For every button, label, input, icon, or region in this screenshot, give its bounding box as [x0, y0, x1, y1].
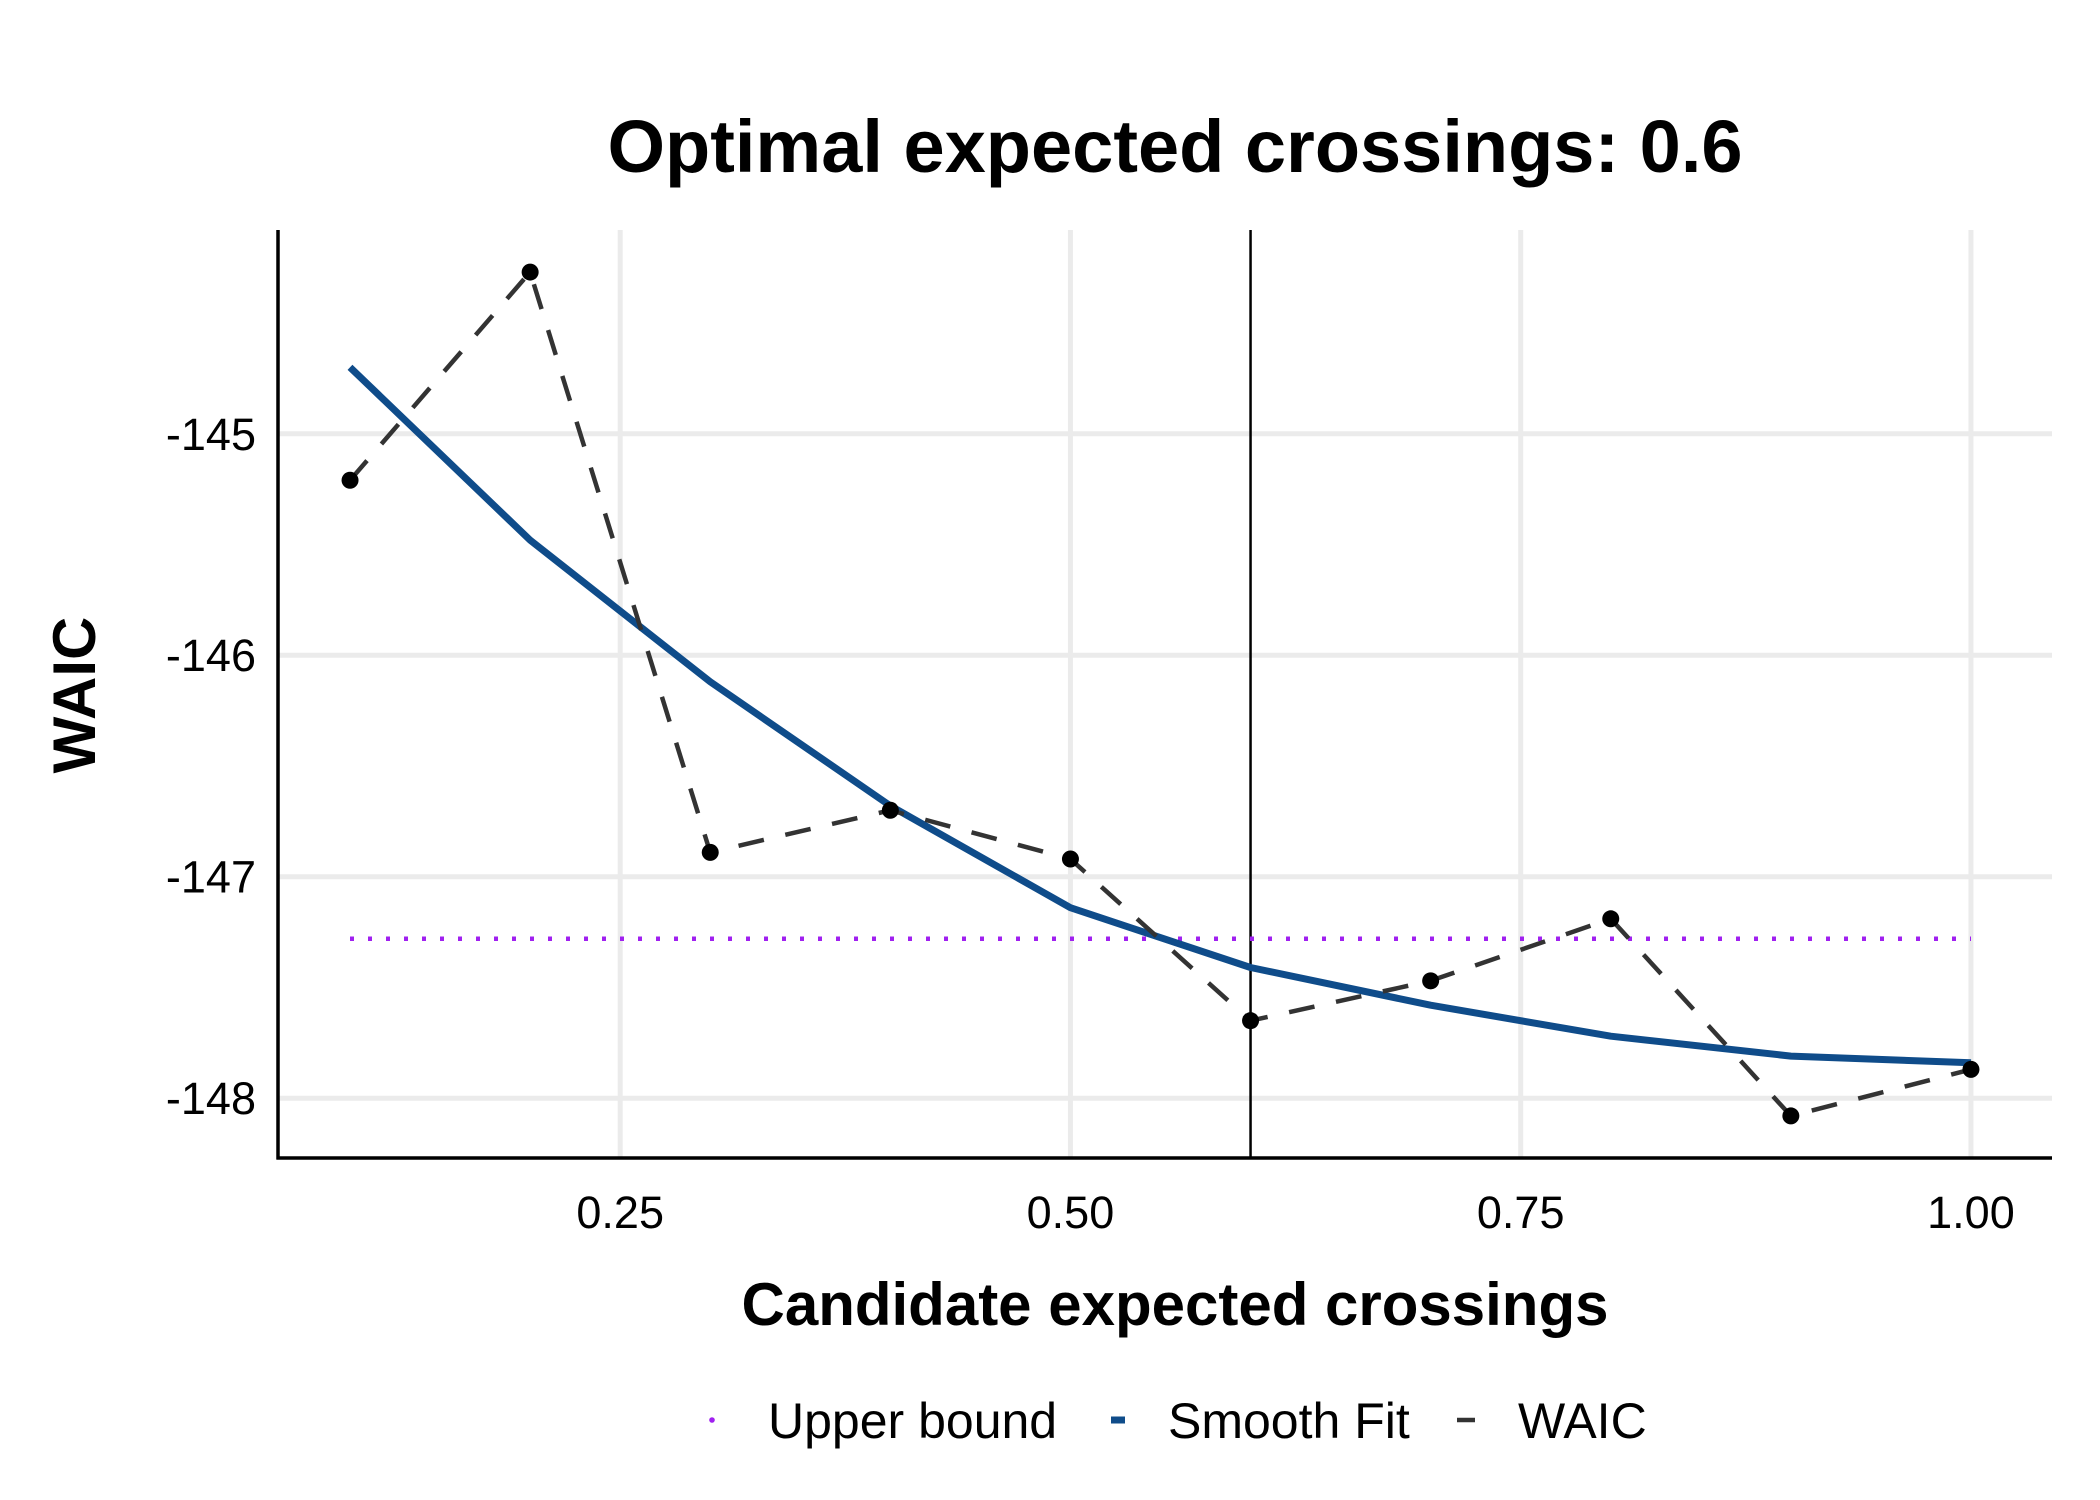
x-axis-title: Candidate expected crossings [742, 1271, 1609, 1338]
y-tick-label: -146 [166, 630, 256, 681]
y-tick-label: -147 [166, 852, 256, 903]
legend-key-upper-bound [709, 1417, 715, 1423]
data-point [1422, 972, 1440, 990]
legend-label: Upper bound [768, 1393, 1057, 1449]
data-point [881, 801, 899, 819]
series-line-waic [348, 269, 1972, 1119]
legend-label: Smooth Fit [1168, 1393, 1410, 1449]
x-tick-label: 0.25 [576, 1187, 664, 1238]
gridlines [278, 230, 2052, 1158]
x-tick-label: 1.00 [1927, 1187, 2015, 1238]
x-tick-label: 0.75 [1477, 1187, 1565, 1238]
data-point [341, 471, 359, 489]
series-line-smooth-fit [347, 364, 1972, 1067]
data-point [1962, 1060, 1980, 1078]
data-point [701, 843, 719, 861]
data-point [521, 263, 539, 281]
y-tick-label: -145 [166, 409, 256, 460]
data-point [1061, 850, 1079, 868]
data-point [1242, 1012, 1260, 1030]
y-tick-label: -148 [166, 1073, 256, 1124]
legend-label: WAIC [1518, 1393, 1647, 1449]
axes [276, 230, 2052, 1160]
data-point [1782, 1107, 1800, 1125]
chart-title: Optimal expected crossings: 0.6 [607, 105, 1742, 188]
series-layer [341, 263, 1980, 1125]
legend: Upper bound Smooth Fit WAIC [709, 1393, 1647, 1449]
x-tick-label: 0.50 [1027, 1187, 1115, 1238]
data-point [1602, 910, 1620, 928]
y-axis-title: WAIC [41, 617, 108, 774]
tick-labels: 0.25 0.50 0.75 1.00 -145 -146 -147 -148 [166, 409, 2015, 1238]
